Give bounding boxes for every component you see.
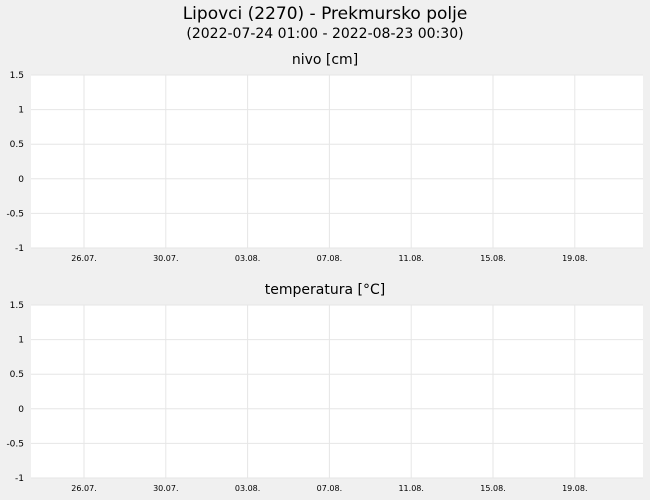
x-tick-label-temperatura-2: 03.08.: [235, 484, 260, 493]
x-tick-label-nivo-4: 11.08.: [398, 254, 423, 263]
y-tick-label-nivo-3: 0: [18, 175, 24, 185]
y-tick-label-nivo-0: 1.5: [10, 71, 24, 81]
y-tick-label-nivo-2: 0.5: [10, 140, 24, 150]
panel-title-nivo: nivo [cm]: [291, 52, 359, 68]
y-tick-label-nivo-5: -1: [15, 244, 24, 254]
chart-date-range: (2022-07-24 01:00 - 2022-08-23 00:30): [186, 26, 464, 42]
y-tick-label-nivo-1: 1: [18, 106, 24, 116]
y-tick-label-temperatura-3: 0: [18, 405, 24, 415]
x-tick-label-nivo-3: 07.08.: [317, 254, 342, 263]
y-tick-label-temperatura-5: -1: [15, 474, 24, 484]
x-tick-label-nivo-0: 26.07.: [71, 254, 96, 263]
x-tick-label-temperatura-0: 26.07.: [71, 484, 96, 493]
x-tick-label-nivo-1: 30.07.: [153, 254, 178, 263]
y-tick-label-temperatura-4: -0.5: [6, 439, 24, 449]
plot-area-temperatura: [31, 305, 643, 478]
x-tick-label-temperatura-1: 30.07.: [153, 484, 178, 493]
panel-title-temperatura: temperatura [°C]: [264, 282, 386, 298]
chart-main-title: Lipovci (2270) - Prekmursko polje: [182, 4, 468, 24]
x-tick-label-temperatura-3: 07.08.: [317, 484, 342, 493]
x-tick-label-temperatura-5: 15.08.: [480, 484, 505, 493]
x-tick-label-temperatura-4: 11.08.: [398, 484, 423, 493]
y-tick-label-temperatura-1: 1: [18, 336, 24, 346]
y-tick-label-temperatura-0: 1.5: [10, 301, 24, 311]
y-tick-label-temperatura-2: 0.5: [10, 370, 24, 380]
y-tick-label-nivo-4: -0.5: [6, 209, 24, 219]
x-tick-label-nivo-6: 19.08.: [562, 254, 587, 263]
plot-area-nivo: [31, 75, 643, 248]
x-tick-label-nivo-2: 03.08.: [235, 254, 260, 263]
x-tick-label-temperatura-6: 19.08.: [562, 484, 587, 493]
x-tick-label-nivo-5: 15.08.: [480, 254, 505, 263]
